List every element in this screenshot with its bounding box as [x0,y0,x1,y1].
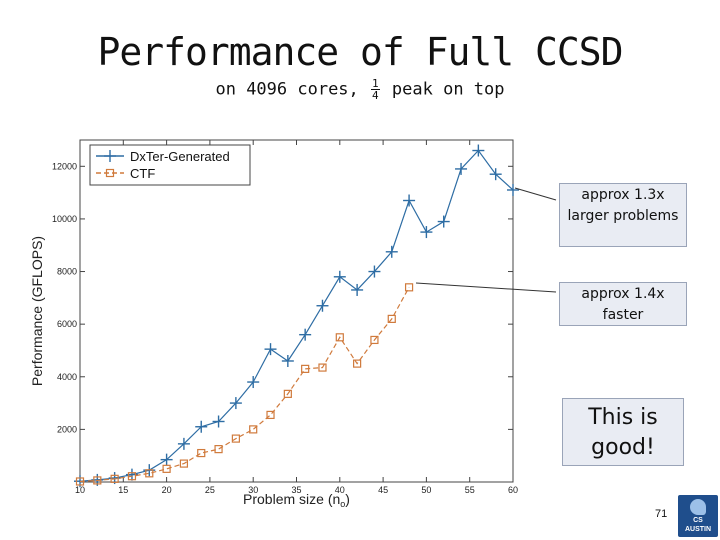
data-point-plus [437,215,450,228]
y-tick-label: 6000 [57,319,77,329]
x-tick-label: 15 [118,485,128,495]
data-point-plus [489,168,502,181]
data-point-square [197,448,206,458]
data-point-square [370,335,379,345]
legend-label-0: DxTer-Generated [130,149,230,164]
x-tick-label: 35 [291,485,301,495]
data-point-plus [264,343,277,356]
data-point-square [335,333,344,342]
x-tick-label: 10 [75,485,85,495]
data-point-square [214,445,223,454]
x-tick-label: 50 [421,485,431,495]
x-tick-label: 45 [378,485,388,495]
y-tick-label: 2000 [57,424,77,434]
data-point-plus [385,245,398,258]
x-tick-label: 40 [335,485,345,495]
x-tick-label: 25 [205,485,215,495]
data-point-plus [160,453,173,466]
page-number: 71 [655,508,668,520]
data-point-square [179,459,189,468]
data-point-plus [351,283,364,296]
data-point-square [75,477,85,486]
x-axis-label: Problem size (no) [243,491,350,509]
y-tick-label: 4000 [57,372,77,382]
data-point-plus [281,354,294,367]
fraction-numerator: 1 [371,77,380,90]
data-point-square [231,434,240,443]
data-point-plus [420,226,433,239]
data-point-square [283,389,292,398]
university-logo: CS AUSTIN [678,495,718,537]
y-tick-label: 12000 [52,161,77,171]
slide-title: Performance of Full CCSD [97,30,623,74]
legend-label-1: CTF [130,166,155,181]
logo-emblem-icon [690,499,706,515]
plot-area [79,139,514,483]
subtitle-suffix: peak on top [391,79,505,100]
data-point-plus [299,328,312,341]
callout-leader-line-1 [514,187,557,201]
data-point-square [353,359,362,368]
data-point-plus [472,144,485,157]
data-point-square [110,474,119,483]
data-point-plus [333,270,346,283]
y-axis-label: Performance (GFLOPS) [29,236,45,386]
logo-text-cs: CS [693,517,703,524]
data-point-square [127,472,137,481]
x-tick-label: 55 [465,485,475,495]
data-point-plus [229,397,242,410]
data-point-square [404,283,414,292]
x-tick-label: 60 [508,485,518,495]
data-point-plus [212,415,225,428]
data-point-plus [368,265,381,278]
data-point-plus [247,376,260,389]
y-tick-label: 10000 [52,214,77,224]
data-point-plus [316,299,329,312]
data-point-square [249,425,258,434]
y-tick-label: 8000 [57,267,77,277]
data-point-square [93,476,102,485]
data-point-plus [403,194,416,207]
data-point-square [266,410,275,420]
data-point-square [162,464,171,473]
callout-this-is-good: This is good! [562,398,684,466]
legend-marker-square [105,168,115,178]
data-point-square [387,314,396,323]
data-point-plus [195,420,208,433]
data-point-square [301,364,310,373]
logo-text-austin: AUSTIN [684,526,712,533]
legend-box [89,144,251,186]
x-tick-label: 20 [162,485,172,495]
data-point-plus [507,183,519,196]
subtitle-prefix: on 4096 cores, [215,79,359,100]
callout-larger-problems: approx 1.3x larger problems [559,183,687,247]
callout-faster: approx 1.4x faster [559,282,687,326]
data-point-square [318,363,327,372]
callout-leader-line-2 [415,282,557,293]
x-tick-label: 30 [248,485,258,495]
fraction-denominator: 4 [372,89,379,102]
data-point-square [145,469,154,478]
data-point-plus [177,437,190,450]
series-line-0 [79,149,514,482]
data-point-plus [455,162,468,175]
